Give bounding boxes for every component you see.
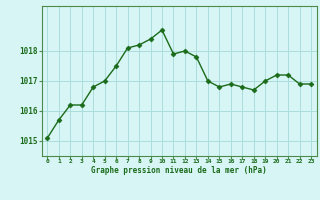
X-axis label: Graphe pression niveau de la mer (hPa): Graphe pression niveau de la mer (hPa) bbox=[91, 166, 267, 175]
